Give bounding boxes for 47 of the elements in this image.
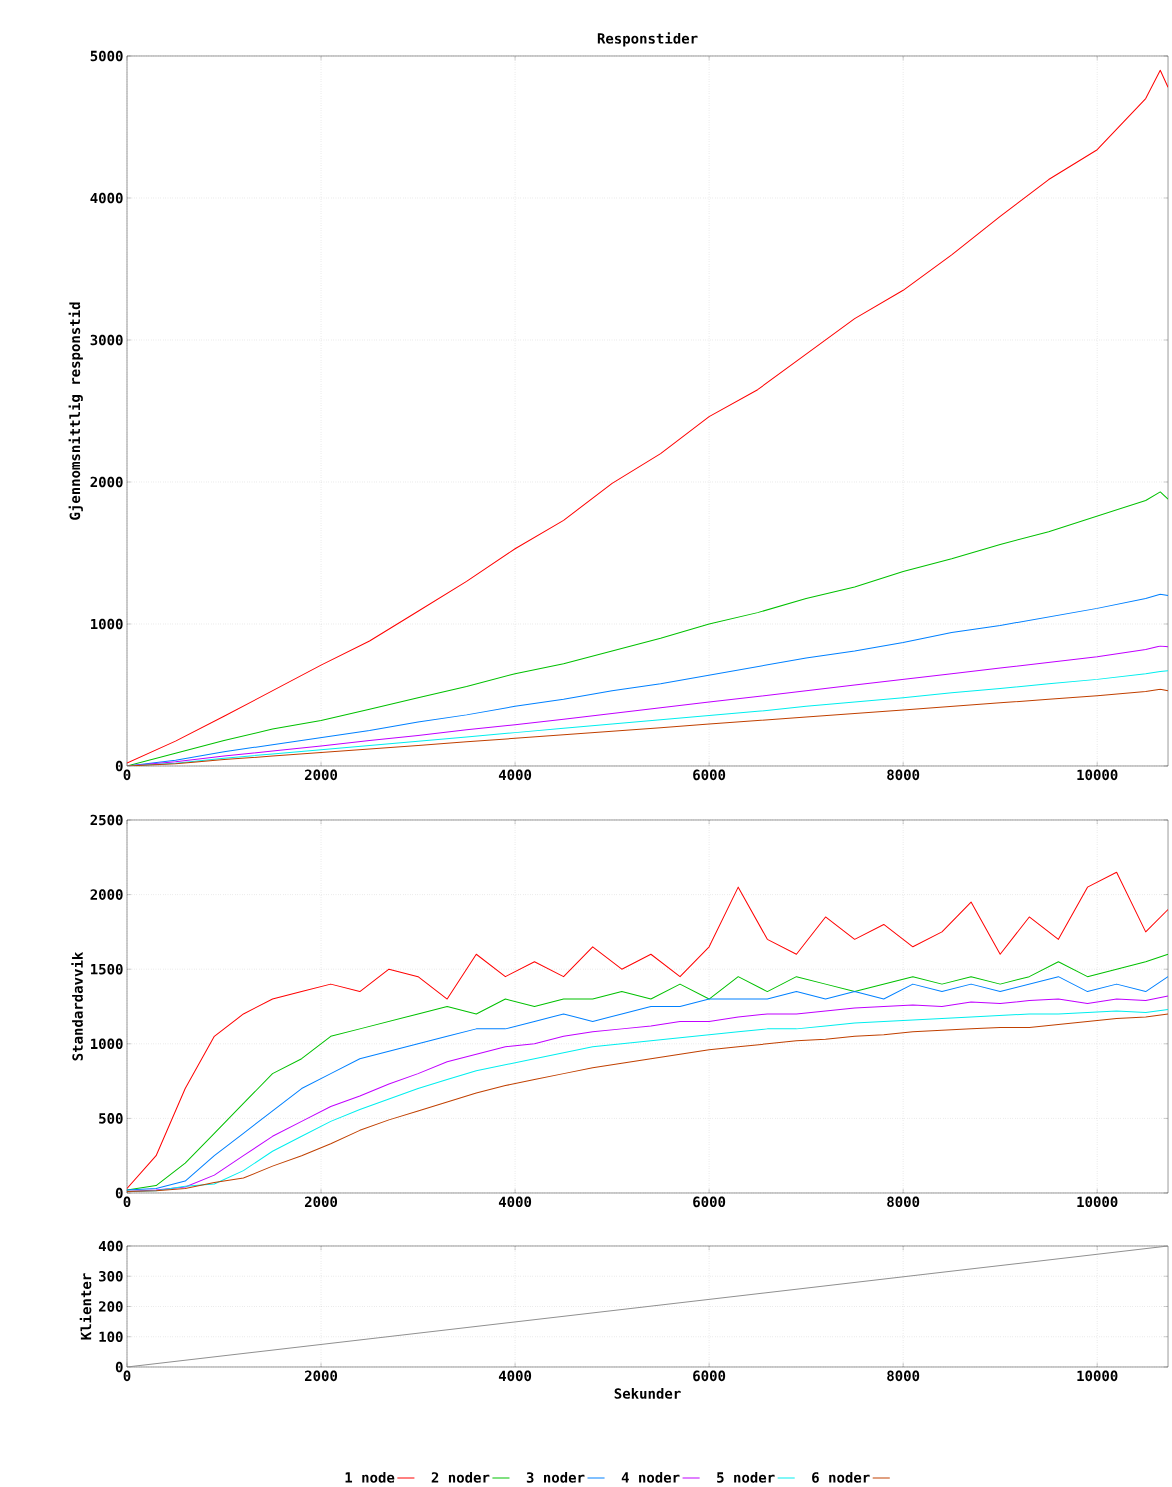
x-tick-label: 2000 [304, 769, 338, 781]
y-axis-title: Gjennomsnittlig responstid [68, 302, 83, 520]
y-tick-label: 1000 [91, 1038, 123, 1050]
x-tick-label: 2000 [304, 1370, 338, 1382]
legend-label: 5 noder [717, 1471, 775, 1483]
x-tick-label: 6000 [693, 1370, 726, 1382]
y-tick-label: 300 [99, 1270, 123, 1282]
x-tick-label: 0 [123, 1196, 131, 1208]
legend-label: 6 noder [812, 1471, 870, 1483]
y-tick-label: 100 [99, 1331, 123, 1343]
legend-label: 2 noder [431, 1471, 490, 1483]
y-axis-title: Klienter [79, 1273, 92, 1340]
y-tick-label: 0 [115, 1187, 123, 1199]
line-series [127, 871, 1169, 1190]
y-tick-label: 0 [115, 1361, 123, 1373]
x-tick-label: 10000 [1077, 769, 1118, 781]
y-tick-label: 2000 [90, 476, 123, 488]
x-tick-label: 8000 [887, 1196, 920, 1208]
y-tick-label: 400 [98, 1240, 123, 1252]
y-axis-title: Standardavvik [71, 951, 83, 1061]
x-tick-label: 6000 [693, 769, 726, 781]
y-tick-label: 2500 [90, 814, 123, 826]
x-tick-label: 4000 [498, 769, 532, 781]
y-tick-label: 4000 [90, 192, 123, 204]
x-tick-label: 4000 [498, 1370, 532, 1382]
x-tick-label: 10000 [1077, 1370, 1118, 1382]
y-tick-label: 5000 [90, 50, 123, 62]
legend-label: 3 noder [526, 1471, 585, 1483]
x-tick-label: 6000 [693, 1196, 726, 1208]
y-tick-label: 1000 [91, 618, 123, 630]
y-tick-label: 500 [99, 1113, 123, 1124]
legend-label: 4 noder [621, 1471, 680, 1483]
y-tick-label: 2000 [90, 889, 123, 900]
x-tick-label: 0 [123, 769, 131, 781]
legend-label: 1 node [345, 1471, 395, 1483]
chart-title: Responstider [597, 32, 698, 47]
x-tick-label: 2000 [304, 1196, 338, 1208]
y-tick-label: 0 [115, 760, 123, 772]
x-tick-label: 0 [123, 1370, 131, 1382]
x-tick-label: 8000 [887, 769, 920, 781]
y-tick-label: 3000 [90, 334, 123, 346]
x-axis-title: Sekunder [614, 1388, 681, 1399]
x-tick-label: 4000 [498, 1196, 532, 1208]
y-tick-label: 200 [98, 1301, 123, 1312]
x-tick-label: 8000 [887, 1370, 920, 1382]
y-tick-label: 1500 [91, 963, 123, 975]
x-tick-label: 10000 [1077, 1196, 1118, 1208]
